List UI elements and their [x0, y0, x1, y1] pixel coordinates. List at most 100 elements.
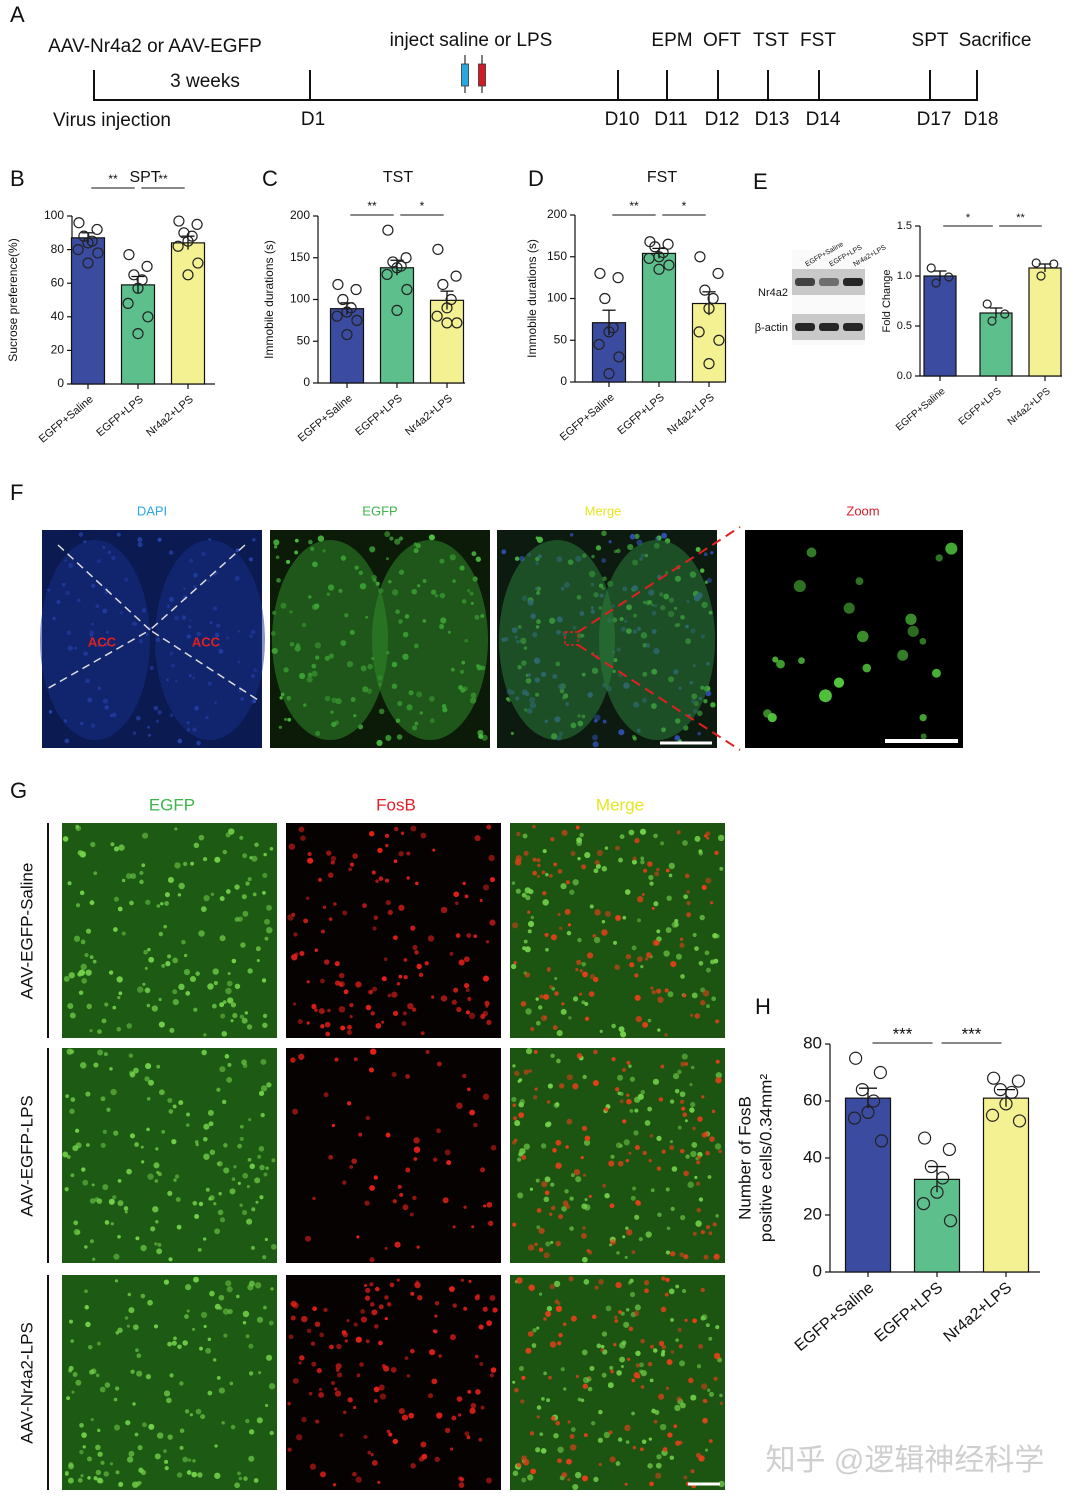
cell — [483, 1204, 487, 1208]
cell — [528, 1284, 535, 1291]
cell — [371, 870, 376, 875]
cell — [631, 859, 637, 865]
cell — [647, 1463, 653, 1469]
cell — [167, 1341, 173, 1347]
cell — [182, 861, 188, 867]
cell — [536, 874, 540, 878]
cell — [436, 1061, 442, 1067]
cell — [378, 1340, 383, 1346]
cell — [308, 539, 313, 545]
cell — [247, 1284, 254, 1291]
cell — [546, 1398, 551, 1403]
cell — [87, 1476, 91, 1480]
cell — [290, 1315, 296, 1321]
cell — [482, 1010, 489, 1017]
cell — [705, 877, 712, 884]
cell — [622, 1235, 626, 1239]
cell — [428, 1349, 436, 1356]
cell — [237, 1471, 241, 1476]
cell — [91, 1183, 95, 1187]
cell — [609, 1203, 615, 1209]
cell — [193, 1276, 199, 1283]
cell — [446, 1160, 452, 1166]
significance-label: ** — [367, 199, 377, 213]
cell — [265, 1403, 269, 1408]
data-point — [918, 1131, 932, 1145]
cell — [706, 1388, 711, 1392]
cell — [172, 1104, 177, 1109]
cell — [543, 1317, 547, 1321]
cell — [85, 928, 92, 934]
cell — [264, 918, 270, 925]
cell — [566, 1074, 573, 1081]
cell — [317, 535, 325, 542]
cell — [525, 895, 531, 901]
significance-label: ** — [629, 199, 639, 213]
cell — [292, 1377, 299, 1384]
cell — [157, 1242, 162, 1247]
cell — [182, 1456, 189, 1463]
cell — [514, 1387, 519, 1393]
cell — [667, 991, 674, 998]
cell — [678, 1344, 683, 1349]
cell — [262, 1013, 268, 1019]
cell — [363, 1434, 368, 1440]
cell — [74, 1128, 80, 1133]
cell — [136, 1370, 143, 1377]
cell — [363, 1283, 368, 1288]
cell — [231, 958, 237, 964]
cell — [452, 1303, 457, 1308]
cell — [703, 1254, 709, 1260]
cell — [279, 696, 283, 700]
cell — [311, 1361, 317, 1367]
cell — [594, 1285, 599, 1290]
cell — [384, 1295, 389, 1300]
cell — [650, 1188, 655, 1193]
cell — [308, 1391, 313, 1396]
cell — [550, 1182, 555, 1187]
cell — [617, 1074, 624, 1081]
panel-letter: C — [262, 166, 278, 191]
cell — [121, 878, 126, 883]
cell — [715, 1059, 720, 1064]
cell — [410, 1463, 416, 1469]
column-label: Zoom — [846, 503, 879, 518]
cell — [603, 1431, 611, 1439]
cell — [512, 1222, 517, 1227]
cell — [347, 1024, 352, 1030]
cell — [80, 1474, 84, 1478]
cell — [592, 933, 597, 938]
cell — [639, 1362, 644, 1368]
cell — [167, 954, 172, 959]
cell — [679, 1360, 685, 1367]
cell — [116, 1026, 122, 1032]
data-point — [603, 368, 615, 380]
cell — [241, 1059, 247, 1066]
cell — [640, 859, 645, 865]
cell — [314, 1321, 321, 1327]
cell — [385, 900, 391, 906]
data-point — [337, 293, 349, 306]
cell — [512, 1116, 518, 1121]
cell — [346, 1029, 352, 1035]
cell — [718, 1480, 725, 1488]
cell — [524, 972, 531, 978]
cell — [420, 832, 427, 839]
cell — [512, 1470, 519, 1477]
cell — [108, 970, 114, 975]
cell — [139, 870, 144, 875]
cell — [406, 1374, 411, 1378]
y-tick-label: 60 — [803, 1090, 822, 1109]
syringe — [478, 63, 486, 87]
data-point — [91, 223, 103, 236]
data-point — [703, 302, 715, 315]
y-tick-label: 0 — [813, 1261, 822, 1280]
cell — [248, 1118, 252, 1122]
micrograph — [510, 823, 725, 1038]
cell — [679, 1148, 685, 1154]
cell — [104, 1220, 110, 1225]
cell — [694, 946, 699, 951]
cell — [542, 849, 547, 854]
cell — [116, 976, 123, 983]
cell — [711, 1109, 716, 1114]
